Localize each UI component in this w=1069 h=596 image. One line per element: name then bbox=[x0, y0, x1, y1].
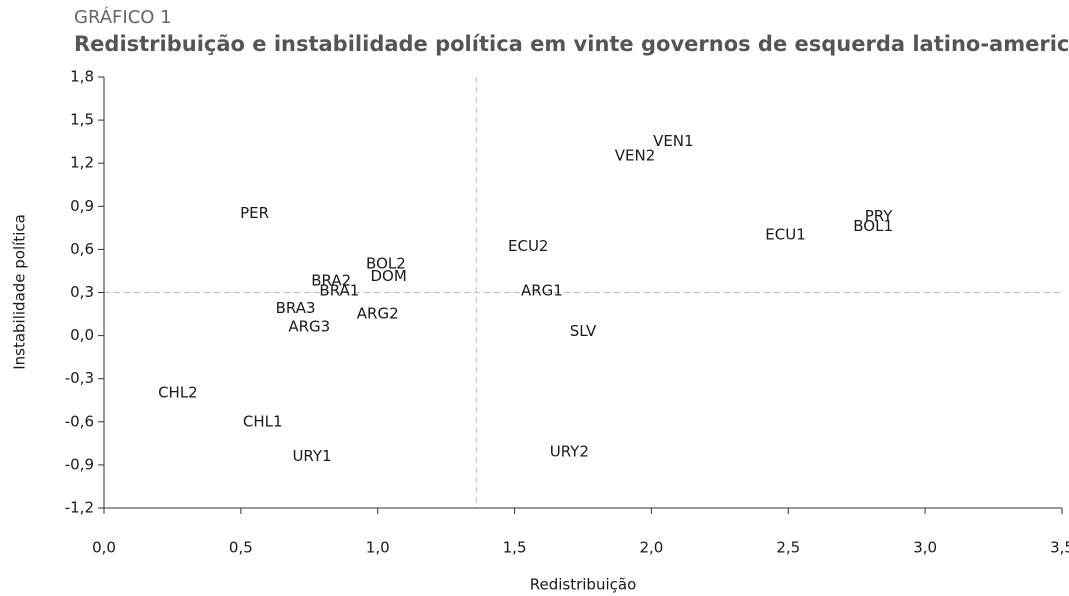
y-axis-label: Instabilidade política bbox=[11, 214, 29, 370]
y-tick-label: -0,6 bbox=[65, 412, 94, 430]
point-label: DOM bbox=[371, 267, 407, 285]
point-label: BOL2 bbox=[366, 254, 406, 272]
point-label: ECU1 bbox=[765, 226, 805, 244]
x-tick-label: 1,0 bbox=[366, 539, 390, 557]
point-label: URY2 bbox=[550, 442, 589, 460]
chart-title: Redistribuição e instabilidade política … bbox=[74, 32, 1069, 56]
x-axis-label: Redistribuição bbox=[530, 576, 637, 594]
point-label: BRA1 bbox=[319, 282, 359, 300]
point-label: PRY bbox=[865, 207, 894, 225]
x-tick-label: 0,0 bbox=[92, 539, 116, 557]
point-label: BRA3 bbox=[276, 299, 316, 317]
x-tick-label: 0,5 bbox=[229, 539, 253, 557]
chart-subtitle: GRÁFICO 1 bbox=[74, 6, 172, 28]
point-label: SLV bbox=[570, 322, 597, 340]
point-label: PER bbox=[240, 204, 269, 222]
point-label: ECU2 bbox=[508, 237, 548, 255]
y-tick-label: 1,2 bbox=[70, 154, 94, 172]
y-tick-label: -1,2 bbox=[65, 499, 94, 517]
point-label: VEN2 bbox=[615, 147, 656, 165]
x-tick-label: 2,0 bbox=[639, 539, 663, 557]
y-tick-label: -0,9 bbox=[65, 455, 94, 473]
y-tick-label: -0,3 bbox=[65, 369, 94, 387]
y-tick-label: 0,0 bbox=[70, 326, 94, 344]
y-tick-label: 1,5 bbox=[70, 111, 94, 129]
point-label: ARG1 bbox=[521, 282, 563, 300]
point-label: URY1 bbox=[292, 447, 331, 465]
point-label: CHL2 bbox=[158, 384, 198, 402]
y-tick-label: 0,3 bbox=[70, 283, 94, 301]
y-tick-label: 0,9 bbox=[70, 197, 94, 215]
point-label: BRA2 bbox=[311, 272, 351, 290]
x-tick-label: 1,5 bbox=[503, 539, 527, 557]
y-tick-label: 0,6 bbox=[70, 240, 94, 258]
point-label: ARG2 bbox=[357, 305, 399, 323]
point-label: CHL1 bbox=[243, 412, 283, 430]
point-label: BOL1 bbox=[853, 217, 893, 235]
x-tick-label: 3,5 bbox=[1050, 539, 1069, 557]
point-label: ARG3 bbox=[288, 317, 330, 335]
x-tick-label: 2,5 bbox=[776, 539, 800, 557]
y-tick-label: 1,8 bbox=[70, 68, 94, 86]
point-label: VEN1 bbox=[653, 132, 694, 150]
x-tick-label: 3,0 bbox=[913, 539, 937, 557]
